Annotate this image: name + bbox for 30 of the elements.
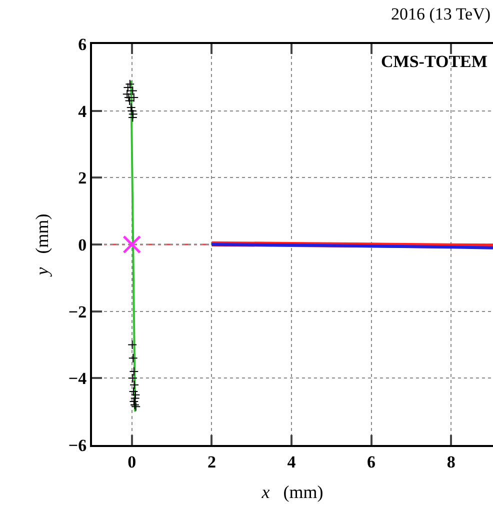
point <box>128 386 138 396</box>
x-tick-label: 8 <box>446 452 456 472</box>
chart-title: 2016 (13 TeV) <box>390 4 491 24</box>
point <box>128 109 138 119</box>
point <box>126 102 136 112</box>
point <box>128 373 138 383</box>
point <box>124 96 134 106</box>
point <box>127 106 137 116</box>
y-tick-label: 2 <box>78 168 87 188</box>
point <box>130 380 139 390</box>
y-tick-label: −4 <box>68 369 88 388</box>
y-tick-label: 6 <box>78 34 87 54</box>
y-tick-label: −6 <box>68 436 87 455</box>
point <box>122 235 142 254</box>
point <box>129 366 139 376</box>
x-tick-label: 4 <box>287 452 296 472</box>
annotation: CMS-TOTEM <box>381 52 488 71</box>
x-axis-title: x (mm) <box>260 482 324 502</box>
x-tick-label: 0 <box>128 452 136 472</box>
y-axis-title: y (mm) <box>32 214 52 278</box>
point <box>130 394 140 403</box>
point <box>128 353 138 363</box>
point <box>128 112 138 122</box>
point <box>128 340 137 350</box>
y-tick-label: 4 <box>78 102 88 121</box>
y-tick-label: −2 <box>68 302 87 322</box>
point <box>130 390 140 400</box>
x-tick-label: 6 <box>367 452 376 472</box>
x-tick-label: 2 <box>207 452 216 472</box>
y-tick-label: 0 <box>78 235 87 254</box>
